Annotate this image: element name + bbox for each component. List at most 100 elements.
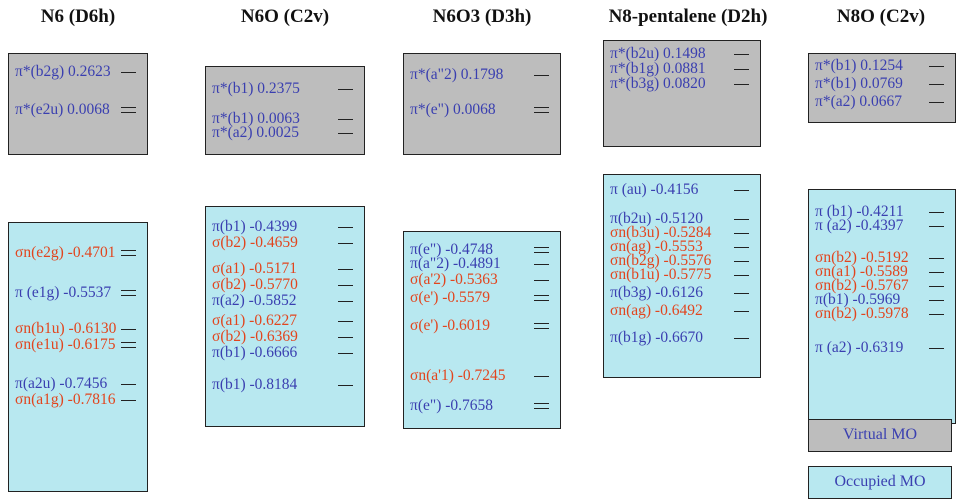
- virtual-orbital-row: π*(a2) 0.0667: [809, 93, 955, 111]
- orbital-label: π*(a"2) 0.1798: [410, 66, 503, 84]
- orbital-label: π*(a2) 0.0025: [212, 124, 299, 142]
- orbital-label: π*(b2g) 0.2623: [15, 63, 111, 81]
- energy-level-marker: [734, 228, 749, 238]
- energy-level-marker: [734, 288, 749, 298]
- energy-level-marker: [929, 221, 944, 231]
- energy-level-marker: [338, 222, 353, 232]
- occupied-orbital-row: π(a2) -0.5852: [206, 292, 364, 310]
- energy-level-marker: [734, 306, 749, 316]
- virtual-orbital-row: π*(e2u) 0.0068: [9, 101, 147, 119]
- virtual-mo-box: π*(b2u) 0.1498π*(b1g) 0.0881π*(b3g) 0.08…: [603, 40, 761, 147]
- energy-level-marker: [338, 238, 353, 248]
- occupied-orbital-row: π(b3g) -0.6126: [604, 284, 760, 302]
- energy-level-marker: [534, 70, 549, 80]
- energy-level-marker: [929, 79, 944, 89]
- energy-level-marker: [929, 267, 944, 277]
- occupied-mo-box: π(e") -0.4748π(a"2) -0.4891σ(a'2) -0.536…: [403, 231, 561, 429]
- occupied-orbital-row: σ(b2) -0.4659: [206, 234, 364, 252]
- virtual-orbital-row: π*(a2) 0.0025: [206, 124, 364, 142]
- occupied-orbital-row: σn(a'1) -0.7245: [404, 367, 560, 385]
- energy-level-marker: [734, 270, 749, 280]
- orbital-label: σn(e1u) -0.6175: [15, 336, 115, 354]
- energy-level-marker: [929, 97, 944, 107]
- energy-level-marker: [121, 288, 136, 298]
- occupied-mo-box: π (au) -0.4156π(b2u) -0.5120σn(b3u) -0.5…: [603, 174, 761, 378]
- occupied-orbital-row: σ(e') -0.5579: [404, 289, 560, 307]
- molecule-title: N6O3 (D3h): [403, 6, 561, 32]
- occupied-orbital-row: π(e") -0.7658: [404, 397, 560, 415]
- orbital-label: π (e1g) -0.5537: [15, 284, 111, 302]
- occupied-orbital-row: σ(e') -0.6019: [404, 317, 560, 335]
- energy-level-marker: [734, 214, 749, 224]
- energy-level-marker: [929, 343, 944, 353]
- orbital-label: σn(b1u) -0.5775: [610, 266, 711, 284]
- energy-level-marker: [534, 105, 549, 115]
- occupied-orbital-row: σn(b2) -0.5978: [809, 305, 955, 323]
- virtual-orbital-row: π*(b3g) 0.0820: [604, 75, 760, 93]
- energy-level-marker: [338, 264, 353, 274]
- energy-level-marker: [534, 401, 549, 411]
- occupied-orbital-row: π (e1g) -0.5537: [9, 284, 147, 302]
- orbital-label: π*(a2) 0.0667: [815, 93, 902, 111]
- energy-level-marker: [734, 64, 749, 74]
- orbital-label: π*(e2u) 0.0068: [15, 101, 110, 119]
- orbital-label: σn(a'1) -0.7245: [410, 367, 506, 385]
- energy-level-marker: [338, 280, 353, 290]
- orbital-label: π(a2) -0.5852: [212, 292, 296, 310]
- occupied-orbital-row: π (a2) -0.6319: [809, 339, 955, 357]
- occupied-orbital-row: σn(e1u) -0.6175: [9, 336, 147, 354]
- occupied-mo-box: π(b1) -0.4399σ(b2) -0.4659σ(a1) -0.5171σ…: [205, 206, 365, 427]
- virtual-mo-box: π*(b1) 0.1254π*(b1) 0.0769π*(a2) 0.0667: [808, 53, 956, 123]
- orbital-label: π*(b3g) 0.0820: [610, 75, 706, 93]
- legend-virtual-mo: Virtual MO: [808, 419, 952, 452]
- energy-level-marker: [929, 207, 944, 217]
- energy-level-marker: [121, 67, 136, 77]
- molecule-title: N8-pentalene (D2h): [603, 6, 773, 32]
- molecule-title: N6O (C2v): [205, 6, 365, 32]
- energy-level-marker: [534, 275, 549, 285]
- energy-level-marker: [121, 395, 136, 405]
- orbital-label: π*(b1) 0.1254: [815, 57, 903, 75]
- energy-level-marker: [929, 309, 944, 319]
- molecule-title: N8O (C2v): [806, 6, 956, 32]
- orbital-label: σ(e') -0.6019: [410, 317, 490, 335]
- virtual-orbital-row: π*(a"2) 0.1798: [404, 66, 560, 84]
- energy-level-marker: [929, 253, 944, 263]
- orbital-label: π*(b1) 0.0769: [815, 75, 903, 93]
- orbital-label: π (au) -0.4156: [610, 181, 698, 199]
- energy-level-marker: [338, 114, 353, 124]
- virtual-orbital-row: π*(b2g) 0.2623: [9, 63, 147, 81]
- energy-level-marker: [534, 371, 549, 381]
- occupied-mo-box: π (b1) -0.4211π (a2) -0.4397σn(b2) -0.51…: [808, 189, 956, 424]
- energy-level-marker: [534, 245, 549, 255]
- molecule-title: N6 (D6h): [8, 6, 148, 32]
- virtual-mo-box: π*(a"2) 0.1798 π*(e") 0.0068: [403, 53, 561, 155]
- orbital-label: σ(b2) -0.4659: [212, 234, 298, 252]
- energy-level-marker: [338, 128, 353, 138]
- energy-level-marker: [929, 281, 944, 291]
- energy-level-marker: [121, 248, 136, 258]
- energy-level-marker: [534, 293, 549, 303]
- energy-level-marker: [121, 379, 136, 389]
- energy-level-marker: [534, 259, 549, 269]
- occupied-orbital-row: π (au) -0.4156: [604, 181, 760, 199]
- energy-level-marker: [121, 324, 136, 334]
- occupied-orbital-row: π(b1g) -0.6670: [604, 329, 760, 347]
- energy-level-marker: [734, 242, 749, 252]
- energy-level-marker: [338, 296, 353, 306]
- orbital-label: π(b1) -0.8184: [212, 376, 297, 394]
- orbital-label: σ(a'2) -0.5363: [410, 271, 498, 289]
- occupied-orbital-row: σn(ag) -0.6492: [604, 302, 760, 320]
- virtual-orbital-row: π*(b1) 0.1254: [809, 57, 955, 75]
- energy-level-marker: [338, 84, 353, 94]
- occupied-mo-box: σn(e2g) -0.4701π (e1g) -0.5537σn(b1u) -0…: [8, 222, 148, 492]
- virtual-mo-box: π*(b1) 0.2375π*(b1) 0.0063π*(a2) 0.0025: [205, 66, 365, 155]
- orbital-label: σn(ag) -0.6492: [610, 302, 703, 320]
- occupied-orbital-row: σn(e2g) -0.4701: [9, 244, 147, 262]
- energy-level-marker: [338, 348, 353, 358]
- energy-level-marker: [734, 256, 749, 266]
- energy-level-marker: [338, 380, 353, 390]
- orbital-label: σn(b2) -0.5978: [815, 305, 909, 323]
- orbital-label: π*(e") 0.0068: [410, 101, 496, 119]
- orbital-label: π (a2) -0.4397: [815, 217, 903, 235]
